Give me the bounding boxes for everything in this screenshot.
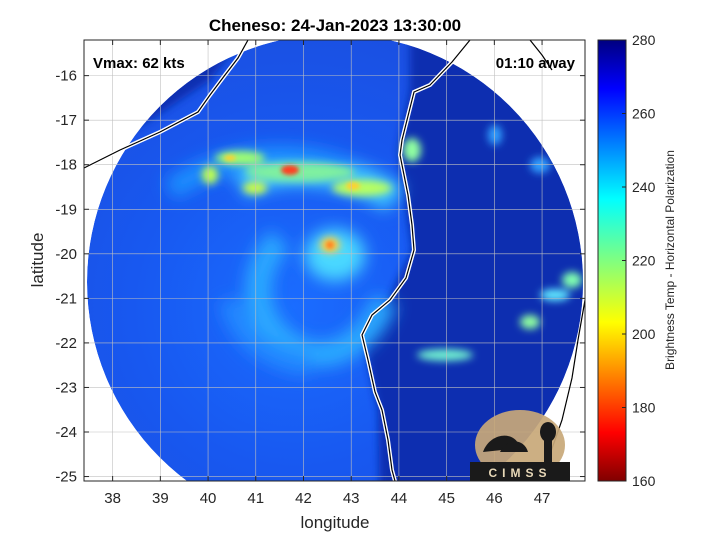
y-tick-label: -24 bbox=[55, 424, 77, 441]
y-tick-label: -22 bbox=[55, 335, 77, 352]
x-tick-labels: 38 39 40 41 42 43 44 45 46 47 bbox=[104, 490, 550, 507]
chart-title: Cheneso: 24-Jan-2023 13:30:00 bbox=[209, 16, 461, 35]
y-tick-label: -16 bbox=[55, 68, 77, 85]
colorbar-label: Brightness Temp - Horizontal Polarizatio… bbox=[663, 150, 677, 370]
hot-spots bbox=[224, 155, 360, 249]
colorbar-tick-label: 260 bbox=[632, 106, 656, 122]
x-tick-label: 38 bbox=[104, 490, 121, 507]
colorbar-tick-label: 200 bbox=[632, 326, 656, 342]
x-tick-label: 39 bbox=[152, 490, 169, 507]
scan-image bbox=[84, 40, 585, 481]
colorbar-tick-label: 180 bbox=[632, 400, 656, 416]
x-tick-label: 43 bbox=[343, 490, 360, 507]
vmax-annotation: Vmax: 62 kts bbox=[93, 55, 185, 72]
colorbar-tick-label: 160 bbox=[632, 473, 656, 489]
x-tick-label: 47 bbox=[534, 490, 551, 507]
y-axis-label: latitude bbox=[28, 233, 47, 288]
y-tick-label: -19 bbox=[55, 201, 77, 218]
x-tick-label: 45 bbox=[438, 490, 455, 507]
colorbar-ticks: 160 180 200 220 240 260 280 bbox=[622, 32, 656, 489]
colorbar-tick-label: 220 bbox=[632, 253, 656, 269]
axes-frame bbox=[83, 39, 586, 482]
y-tick-label: -21 bbox=[55, 290, 77, 307]
colorbar-tick-label: 240 bbox=[632, 179, 656, 195]
colorbar-tick-label: 280 bbox=[632, 32, 656, 48]
logo-text: CIMSS bbox=[488, 466, 551, 480]
x-axis-label: longitude bbox=[300, 513, 369, 532]
colorbar bbox=[597, 39, 627, 482]
y-tick-labels: -16 -17 -18 -19 -20 -21 -22 -23 -24 -25 bbox=[55, 68, 77, 486]
y-tick-label: -18 bbox=[55, 157, 77, 174]
convective-cells bbox=[202, 125, 582, 361]
y-tick-label: -23 bbox=[55, 379, 77, 396]
time-away-annotation: 01:10 away bbox=[496, 55, 576, 72]
y-tick-label: -17 bbox=[55, 112, 77, 129]
water-tower-icon bbox=[544, 440, 552, 462]
x-tick-label: 44 bbox=[391, 490, 408, 507]
x-tick-label: 42 bbox=[295, 490, 312, 507]
axis-ticks bbox=[84, 40, 585, 481]
cimss-logo: CIMSS bbox=[470, 410, 570, 481]
y-tick-label: -25 bbox=[55, 469, 77, 486]
x-tick-label: 41 bbox=[247, 490, 264, 507]
y-tick-label: -20 bbox=[55, 246, 77, 263]
x-tick-label: 46 bbox=[486, 490, 503, 507]
x-tick-label: 40 bbox=[200, 490, 217, 507]
